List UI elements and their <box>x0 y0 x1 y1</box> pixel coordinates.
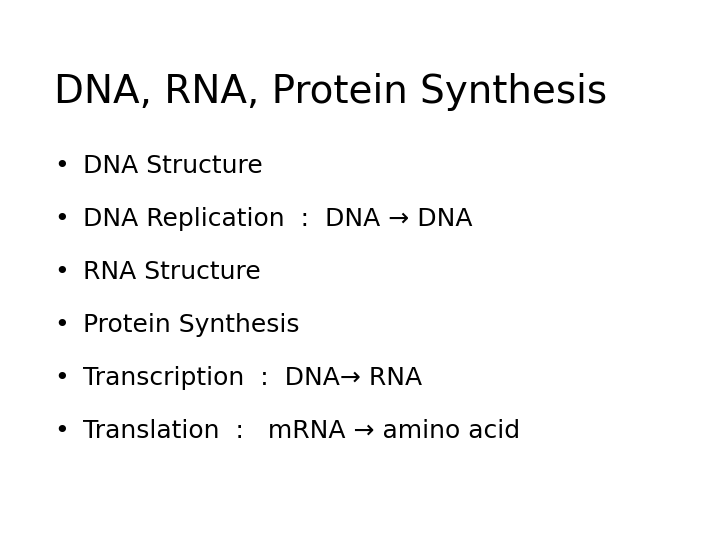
Text: RNA Structure: RNA Structure <box>83 260 261 284</box>
Text: •: • <box>54 260 68 284</box>
Text: Protein Synthesis: Protein Synthesis <box>83 313 300 336</box>
Text: •: • <box>54 418 68 442</box>
Text: DNA, RNA, Protein Synthesis: DNA, RNA, Protein Synthesis <box>54 73 607 111</box>
Text: DNA Structure: DNA Structure <box>83 154 263 178</box>
Text: •: • <box>54 207 68 231</box>
Text: •: • <box>54 313 68 336</box>
Text: •: • <box>54 154 68 178</box>
Text: Transcription  :  DNA→ RNA: Transcription : DNA→ RNA <box>83 366 422 389</box>
Text: •: • <box>54 366 68 389</box>
Text: Translation  :   mRNA → amino acid: Translation : mRNA → amino acid <box>83 418 520 442</box>
Text: DNA Replication  :  DNA → DNA: DNA Replication : DNA → DNA <box>83 207 472 231</box>
